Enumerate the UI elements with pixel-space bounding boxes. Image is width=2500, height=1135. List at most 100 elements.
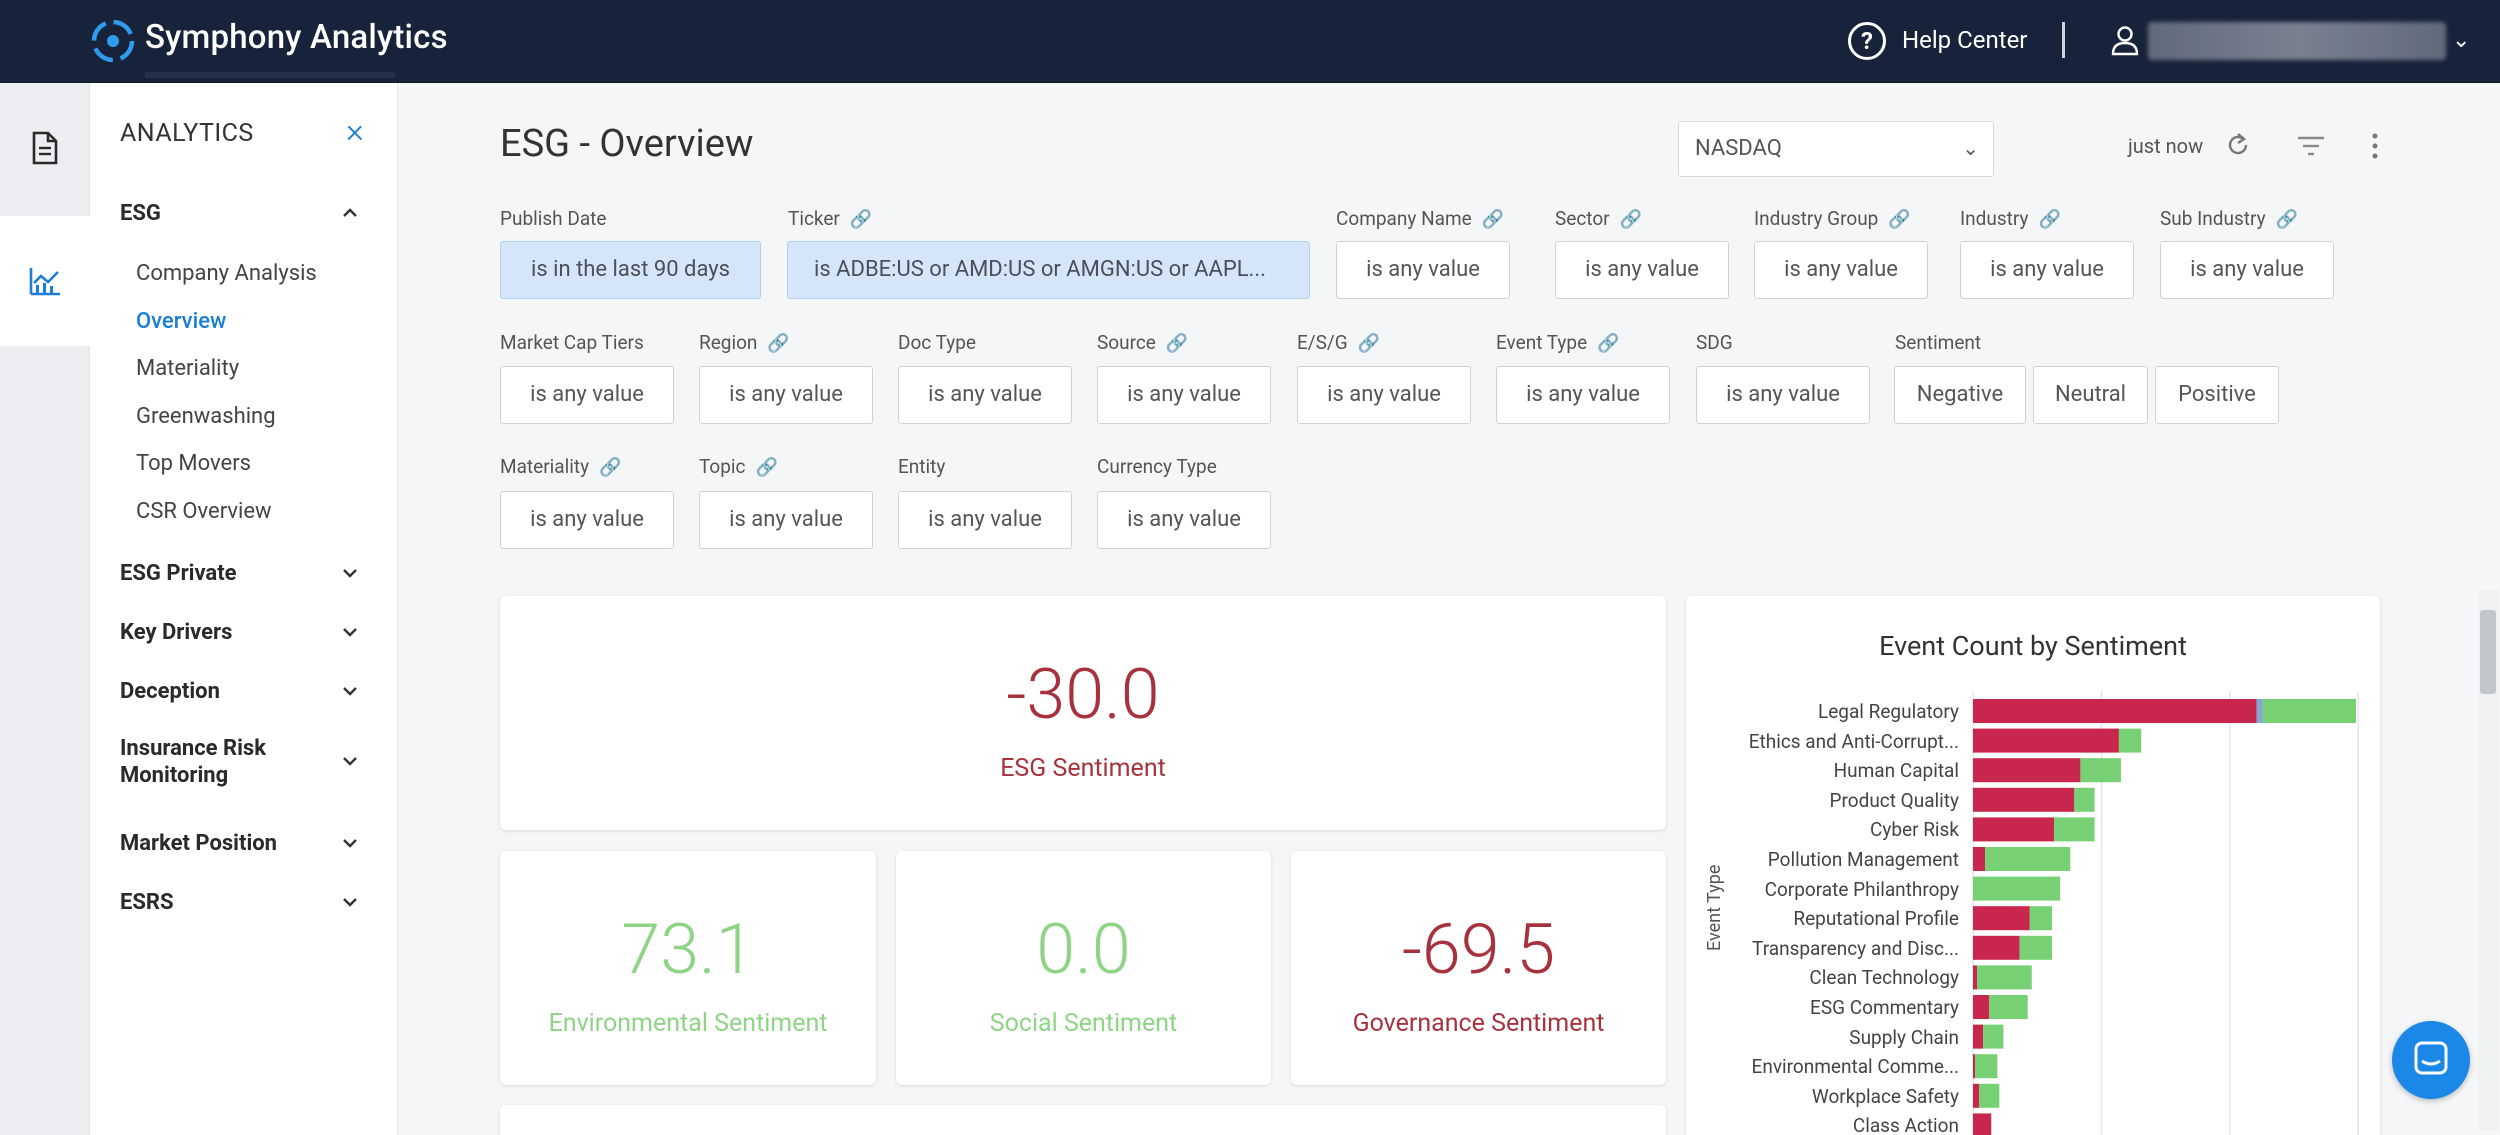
filter-icon[interactable]	[2296, 134, 2326, 158]
bar-positive[interactable]	[2262, 699, 2356, 723]
sidebar-section-esrs[interactable]: ESRS	[120, 890, 174, 915]
refresh-icon[interactable]	[2224, 131, 2252, 159]
filter-region[interactable]: is any value	[699, 366, 873, 424]
bar-positive[interactable]	[2054, 817, 2095, 842]
filter-industry[interactable]: is any value	[1960, 241, 2134, 299]
link-icon: 🔗	[1357, 333, 1381, 354]
filter-sdg[interactable]: is any value	[1696, 366, 1870, 424]
bar-negative[interactable]	[1973, 1054, 1976, 1079]
sentiment-negative-button[interactable]: Negative	[1894, 366, 2026, 424]
help-center-link[interactable]: Help Center	[1902, 26, 2028, 54]
sidebar-item-company-analysis[interactable]: Company Analysis	[136, 261, 317, 286]
filter-company-name[interactable]: is any value	[1336, 241, 1510, 299]
user-email[interactable]	[2148, 22, 2446, 60]
filter-esg[interactable]: is any value	[1297, 366, 1471, 424]
bar-positive[interactable]	[2080, 758, 2121, 783]
bar-negative[interactable]	[1973, 699, 2257, 723]
esg-sentiment-card: -30.0 ESG Sentiment	[500, 596, 1666, 830]
filter-topic[interactable]: is any value	[699, 491, 873, 549]
chevron-down-icon[interactable]	[340, 622, 360, 642]
filter-publish-date[interactable]: is in the last 90 days	[500, 241, 761, 299]
bar-negative[interactable]	[1973, 906, 2030, 931]
bar-negative[interactable]	[1973, 817, 2055, 842]
chevron-down-icon[interactable]	[340, 751, 360, 771]
scrollbar-thumb[interactable]	[2480, 610, 2496, 694]
sidebar-item-materiality[interactable]: Materiality	[136, 356, 240, 381]
bar-negative[interactable]	[1973, 1113, 1992, 1135]
filter-sector[interactable]: is any value	[1555, 241, 1729, 299]
bar-neutral[interactable]	[2256, 699, 2263, 723]
bar-negative[interactable]	[1973, 787, 2075, 812]
social-sentiment-card: 0.0 Social Sentiment	[896, 851, 1271, 1085]
bar-negative[interactable]	[1973, 995, 1990, 1019]
sidebar-section-key-drivers[interactable]: Key Drivers	[120, 620, 233, 645]
sentiment-positive-button[interactable]: Positive	[2155, 366, 2279, 424]
bar-positive[interactable]	[2118, 728, 2142, 753]
filter-sub-industry[interactable]: is any value	[2160, 241, 2334, 299]
close-icon[interactable]: ×	[346, 111, 364, 151]
sidebar-section-market-position[interactable]: Market Position	[120, 831, 278, 856]
bar-negative[interactable]	[1973, 965, 1978, 990]
rail-documents[interactable]	[0, 83, 90, 213]
bar-negative[interactable]	[1973, 847, 1986, 871]
document-icon	[32, 131, 58, 165]
rail-analytics[interactable]	[0, 216, 90, 346]
sidebar-section-esg-private[interactable]: ESG Private	[120, 561, 237, 586]
sidebar-item-csr-overview[interactable]: CSR Overview	[136, 499, 272, 524]
sentiment-neutral-button[interactable]: Neutral	[2033, 366, 2148, 424]
filter-label-source: Source 🔗	[1097, 331, 1188, 354]
bar-positive[interactable]	[1979, 1083, 2000, 1108]
bar-positive[interactable]	[1977, 965, 2032, 990]
bar-positive[interactable]	[1973, 876, 2061, 901]
filter-label-sector: Sector 🔗	[1555, 207, 1642, 230]
filter-source[interactable]: is any value	[1097, 366, 1271, 424]
bar-negative[interactable]	[1973, 1083, 1980, 1108]
link-icon: 🔗	[755, 457, 778, 478]
filter-materiality[interactable]: is any value	[500, 491, 674, 549]
sidebar-section-insurance-risk[interactable]: Insurance Risk Monitoring	[120, 736, 266, 788]
sidebar-item-greenwashing[interactable]: Greenwashing	[136, 404, 276, 429]
filter-event-type[interactable]: is any value	[1496, 366, 1670, 424]
chevron-down-icon[interactable]	[340, 892, 360, 912]
bar-positive[interactable]	[2074, 787, 2095, 812]
category-label: Workplace Safety	[1811, 1084, 1959, 1108]
esg-sentiment-label: ESG Sentiment	[1000, 754, 1166, 783]
chevron-up-icon[interactable]	[340, 203, 360, 223]
sidebar-item-top-movers[interactable]: Top Movers	[136, 451, 252, 476]
bar-positive[interactable]	[1975, 1054, 1998, 1079]
more-options-icon[interactable]	[2370, 132, 2380, 160]
bar-positive[interactable]	[2019, 935, 2053, 960]
filter-doc-type[interactable]: is any value	[898, 366, 1072, 424]
chevron-down-icon[interactable]	[340, 833, 360, 853]
bar-negative[interactable]	[1973, 728, 2119, 753]
bar-negative[interactable]	[1973, 758, 2081, 783]
category-label: Transparency and Disc...	[1752, 936, 1959, 960]
bar-chart	[1972, 691, 2360, 1135]
chevron-down-icon[interactable]	[340, 681, 360, 701]
chat-launcher-button[interactable]	[2392, 1021, 2470, 1099]
bar-negative[interactable]	[1973, 1024, 1984, 1049]
sidebar-section-deception[interactable]: Deception	[120, 679, 220, 704]
filter-entity[interactable]: is any value	[898, 491, 1072, 549]
chevron-down-icon[interactable]: ⌄	[2452, 28, 2471, 53]
bar-negative[interactable]	[1973, 935, 2020, 960]
user-icon[interactable]	[2110, 24, 2140, 56]
help-icon[interactable]: ?	[1848, 22, 1886, 60]
filter-ticker[interactable]: is ADBE:US or AMD:US or AMGN:US or AAPL.…	[787, 241, 1310, 299]
sidebar-item-overview[interactable]: Overview	[136, 309, 227, 334]
bar-positive[interactable]	[1983, 1024, 2004, 1049]
bar-positive[interactable]	[2029, 906, 2053, 931]
bar-positive[interactable]	[1985, 847, 2071, 871]
filter-market-cap-tiers[interactable]: is any value	[500, 366, 674, 424]
sidebar-section-esg[interactable]: ESG	[120, 201, 161, 226]
filter-currency-type[interactable]: is any value	[1097, 491, 1271, 549]
analytics-sidebar: ANALYTICS × ESG Company Analysis Overvie…	[90, 83, 398, 1135]
link-icon: 🔗	[1597, 333, 1620, 354]
bar-positive[interactable]	[1989, 995, 2028, 1019]
filter-industry-group[interactable]: is any value	[1754, 241, 1928, 299]
event-count-chart-card: Event Count by Sentiment Event Type Lega…	[1686, 596, 2380, 1135]
scrollbar-track[interactable]	[2478, 590, 2498, 1130]
chevron-down-icon[interactable]	[340, 563, 360, 583]
filter-label-text: Industry Group	[1754, 207, 1879, 230]
exchange-select[interactable]: NASDAQ ⌄	[1678, 121, 1994, 177]
